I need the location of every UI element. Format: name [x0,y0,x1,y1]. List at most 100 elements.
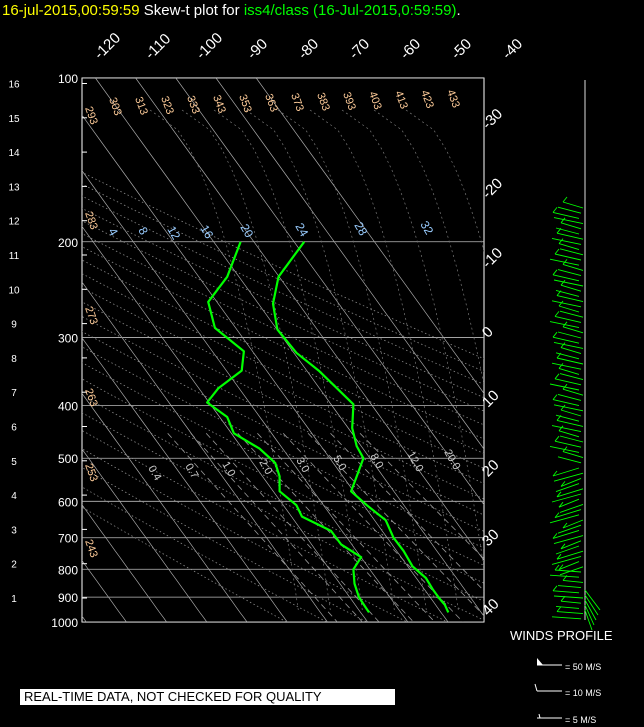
wind-barb [552,529,580,539]
wind-barb-feather [562,196,568,203]
wind-barb [557,393,582,401]
title-suffix: (16-Jul-2015,0:59:59) [313,2,457,19]
wind-barb-feather [552,533,558,539]
temp-label-right: -30 [479,105,506,132]
wind-barb-feather [560,543,566,550]
height-label-6: 6 [11,423,17,434]
wind-barb-feather [560,595,566,602]
temp-label-top: -40 [499,35,526,62]
wind-barb-feather [560,217,566,224]
sounding-dewpoint [206,241,370,614]
wind-barb [557,269,582,277]
mixing-label: 0.4 [145,464,163,483]
thetae-label: 8 [135,225,151,238]
wind-barb [558,430,580,438]
dry-adiabat [82,207,484,399]
wind-barb [555,545,580,555]
height-label-7: 7 [11,388,17,399]
isotherm [82,170,409,622]
wind-barb-feather [560,404,566,411]
wind-barb [562,579,584,583]
wind-barb [552,590,580,594]
mixing-ratio-line [190,433,363,622]
isotherm [255,78,484,394]
mixing-ratio-line [167,433,338,622]
height-label-15: 15 [8,114,20,125]
wind-barb [552,211,580,219]
wind-barb [551,362,582,370]
wind-barb-feather [560,481,566,487]
thetae-label: 32 [417,219,436,238]
wind-barb [559,503,584,513]
temp-label-top: -50 [448,35,475,62]
isotherm [82,392,248,622]
temp-label-right: 20 [479,457,503,481]
dry-adiabat [82,412,484,621]
wind-barb [557,206,582,214]
height-label-1: 1 [11,594,17,605]
height-label-4: 4 [11,491,17,502]
wind-barb [558,243,580,251]
mixing-ratio-line [307,433,484,617]
wind-barb [554,569,582,573]
theta-label-top: 363 [262,92,280,113]
moist-adiabat [341,109,484,571]
moist-adiabat [373,109,484,387]
wind-barb-feather [556,352,562,359]
wind-barb-feather [562,383,568,390]
theta-label-left: 273 [82,305,100,326]
wind-barb [559,566,584,576]
height-label-12: 12 [8,217,20,228]
wind-barb [549,514,580,524]
pressure-label-400: 400 [58,400,78,414]
thetae-label: 28 [351,220,370,239]
wind-barb [556,488,584,498]
thetae-label: 16 [197,223,216,242]
dry-adiabat [82,486,327,622]
wind-barb [562,388,584,396]
wind-barb [552,336,580,344]
wind-barb-feather [558,363,564,369]
wind-barb [551,616,582,620]
wind-barb-feather [558,300,564,307]
theta-label-left: 253 [82,462,100,483]
dry-adiabat [82,448,408,622]
temp-label-top: -110 [142,30,174,62]
wind-barb [552,274,580,282]
moist-adiabat [309,109,459,611]
wind-barb-feather [562,575,568,581]
wind-barb [560,222,582,230]
isotherm [82,504,167,622]
height-label-14: 14 [8,148,20,159]
wind-barb-feather [556,491,562,498]
temp-label-top: -120 [91,30,124,63]
wind-barb [553,279,584,287]
wind-barb [555,289,580,297]
wind-barb-feather [558,564,564,570]
isotherm [175,78,484,506]
thetae-label: 24 [292,221,311,240]
wind-key-halfbarb [538,713,541,719]
mixing-label: 20.0 [441,448,462,473]
theta-label-top: 323 [158,95,176,116]
moist-adiabat [277,109,427,611]
isotherm [82,337,288,622]
wind-barb [558,498,580,508]
pressure-label-100: 100 [58,72,78,86]
title-datetime: 16-jul-2015,00:59:59 [2,2,140,19]
winds-profile-title: WINDS PROFILE [510,628,613,643]
wind-barb [584,589,601,611]
wind-barb [551,300,582,308]
wind-barb [553,535,584,545]
pressure-label-1000: 1000 [51,616,78,630]
theta-label-top: 393 [340,91,358,112]
height-label-5: 5 [11,457,17,468]
wind-barb [553,341,584,349]
mixing-label: 12.0 [404,450,425,475]
wind-barb-feather [560,279,566,286]
pressure-label-700: 700 [58,532,78,546]
chart-labels: 1002003004005006007008009001000123456789… [8,30,526,630]
wind-barb-feather [554,564,560,571]
wind-barb-feather [562,321,568,328]
mixing-ratio-line [359,433,484,560]
